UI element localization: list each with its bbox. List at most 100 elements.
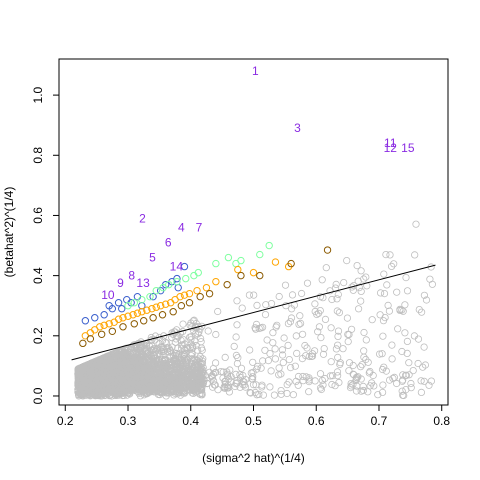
data-point-grey: [269, 329, 277, 337]
point-label-13: 13: [136, 276, 150, 290]
data-point-brown: [323, 246, 332, 254]
data-point-orange: [138, 308, 146, 316]
data-point-orange: [202, 283, 211, 292]
data-point-grey: [399, 391, 407, 399]
data-point-grey: [292, 377, 300, 385]
data-point-grey: [318, 276, 326, 284]
data-point-grey: [402, 385, 410, 394]
data-point-grey: [123, 391, 131, 399]
data-point-grey: [101, 357, 109, 365]
data-point-grey: [204, 327, 212, 335]
data-point-green: [212, 259, 220, 268]
data-point-grey: [277, 386, 285, 395]
data-point-grey: [153, 388, 161, 396]
data-point-grey: [271, 345, 279, 353]
data-point-grey: [360, 328, 368, 337]
data-point-grey: [414, 359, 422, 368]
data-point-grey: [154, 356, 162, 364]
data-point-grey: [99, 360, 107, 368]
data-point-grey: [124, 372, 132, 380]
data-point-grey: [362, 336, 370, 344]
data-point-grey: [122, 365, 130, 373]
data-point-green: [159, 283, 167, 292]
data-point-grey: [382, 251, 390, 259]
data-point-grey: [208, 372, 216, 381]
x-tick-label: 0.3: [120, 414, 137, 428]
data-point-grey: [161, 369, 169, 378]
data-point-grey: [407, 384, 415, 392]
data-point-grey: [285, 355, 293, 364]
data-point-grey: [267, 299, 276, 308]
data-point-grey: [403, 349, 411, 357]
data-point-grey: [264, 356, 272, 365]
data-point-grey: [254, 362, 262, 370]
data-point-grey: [321, 374, 329, 383]
data-point-grey: [180, 384, 188, 392]
data-point-grey: [365, 369, 373, 377]
data-point-orange: [249, 268, 258, 277]
data-point-grey: [291, 362, 299, 370]
data-point-grey: [374, 391, 382, 399]
data-point-grey: [238, 304, 246, 312]
data-point-grey: [422, 296, 431, 304]
data-point-grey: [167, 388, 175, 396]
data-point-grey: [279, 358, 287, 367]
highlighted-series: [79, 241, 332, 348]
data-point-grey: [144, 378, 152, 386]
data-point-grey: [316, 293, 325, 301]
data-point-grey: [415, 305, 423, 314]
data-point-grey: [390, 260, 398, 268]
data-point-grey: [219, 374, 227, 382]
data-point-grey: [261, 346, 269, 354]
data-point-orange: [185, 289, 194, 298]
data-point-grey: [88, 386, 97, 394]
data-point-grey: [112, 376, 120, 384]
data-point-grey: [109, 373, 118, 382]
data-point-grey: [376, 311, 384, 319]
data-point-grey: [233, 379, 241, 387]
data-point-green: [265, 241, 273, 250]
data-point-grey: [75, 374, 83, 382]
data-point-grey: [319, 381, 327, 389]
data-point-grey: [275, 292, 283, 301]
data-point-grey: [362, 273, 370, 281]
point-label-15: 15: [401, 141, 415, 155]
data-point-grey: [332, 280, 340, 288]
data-point-grey: [352, 373, 361, 381]
data-point-grey: [398, 387, 406, 395]
data-point-grey: [344, 330, 352, 338]
data-point-grey: [359, 386, 367, 395]
point-label-14: 14: [170, 260, 184, 274]
data-point-grey: [333, 372, 342, 380]
data-point-grey: [349, 361, 357, 370]
background-point-cloud: [74, 220, 436, 400]
data-point-grey: [249, 368, 257, 376]
data-point-brown: [79, 339, 87, 348]
data-point-grey: [173, 371, 181, 379]
data-point-grey: [333, 368, 342, 376]
point-label-9: 9: [117, 276, 124, 290]
data-point-green: [224, 253, 233, 262]
data-point-grey: [383, 281, 391, 289]
data-point-grey: [83, 366, 91, 374]
data-point-grey: [328, 380, 336, 389]
y-axis-title: (betahat^2)^(1/4): [2, 187, 16, 278]
data-point-grey: [172, 352, 180, 360]
data-point-grey: [357, 287, 365, 295]
data-point-grey: [271, 355, 279, 363]
data-point-grey: [104, 357, 113, 365]
data-point-grey: [382, 367, 390, 375]
data-point-grey: [263, 336, 271, 344]
data-point-orange: [114, 315, 123, 323]
data-point-grey: [266, 349, 274, 358]
data-point-grey: [407, 379, 415, 388]
data-point-grey: [122, 370, 130, 379]
data-point-grey: [314, 328, 322, 336]
data-point-grey: [414, 335, 423, 343]
x-tick-label: 0.5: [245, 414, 262, 428]
data-point-blue: [100, 311, 108, 319]
data-point-grey: [176, 366, 184, 374]
data-point-grey: [297, 289, 306, 298]
data-point-grey: [227, 373, 235, 381]
data-point-grey: [151, 336, 159, 344]
